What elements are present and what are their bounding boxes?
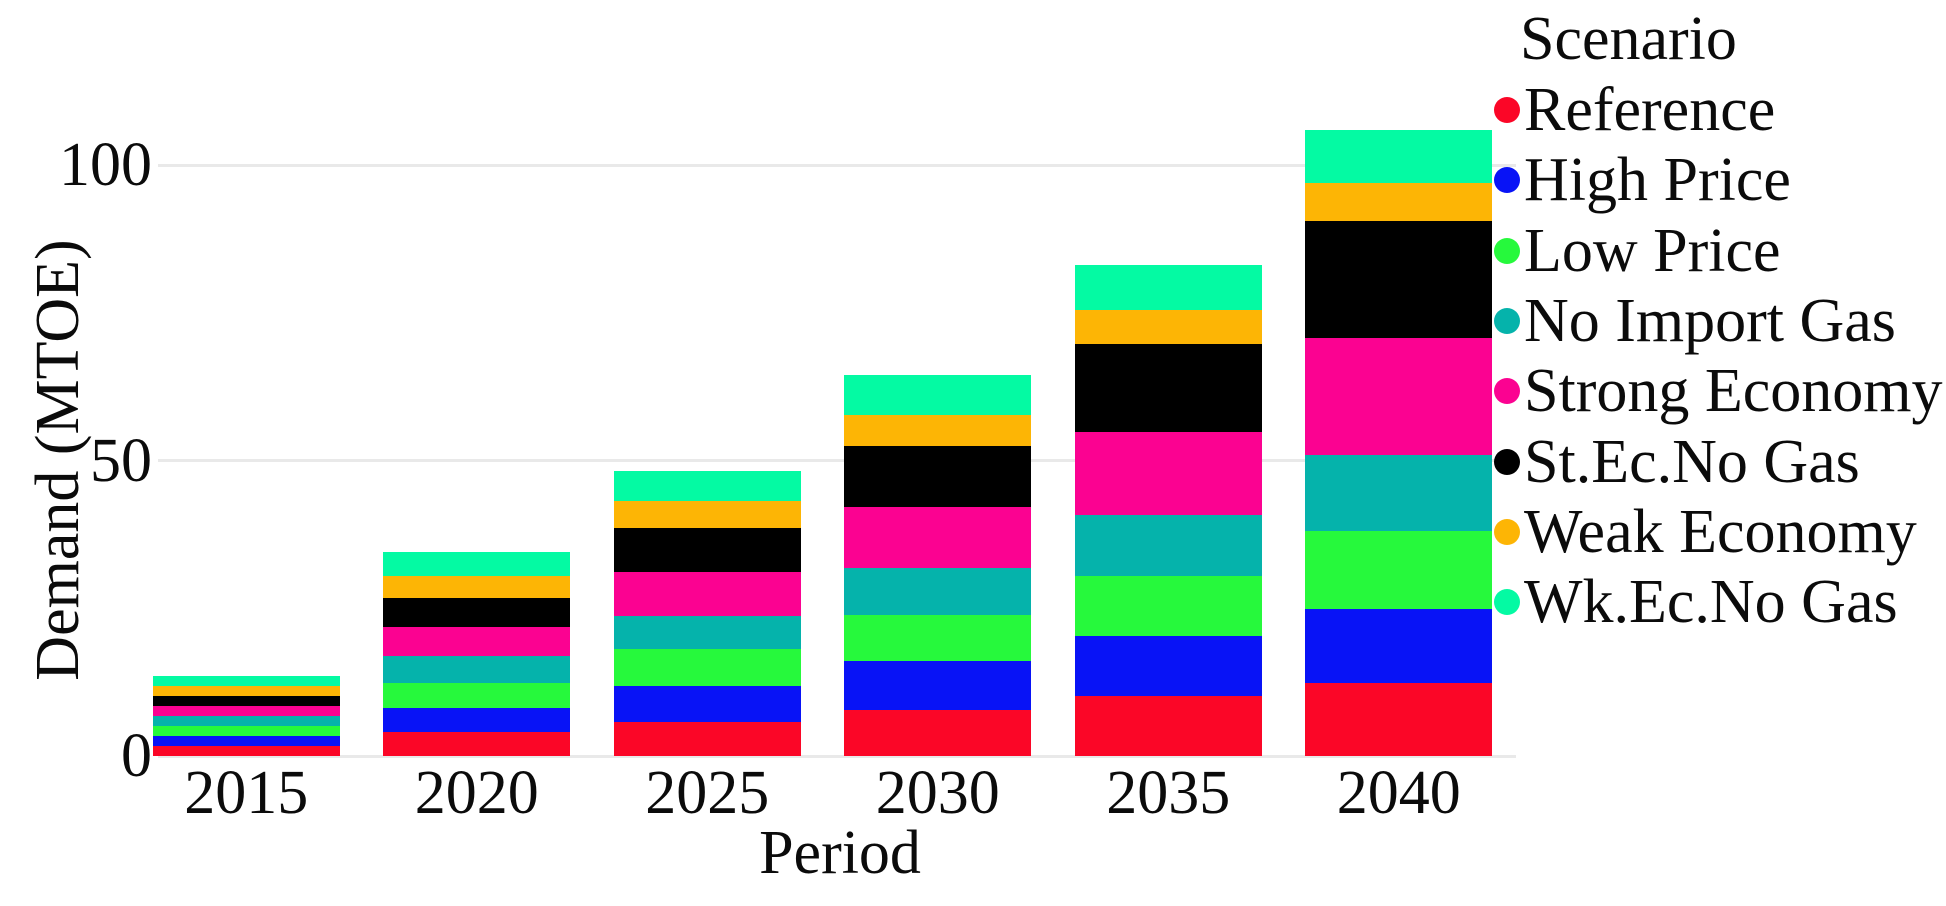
y-tick-label-0: 0 [121,722,152,790]
bar-segment-strong-economy-2020 [383,627,571,656]
bar-segment-weak-economy-2030 [844,414,1032,446]
legend-dot-weak-economy [1494,518,1520,545]
bar-segment-st-ec-no-gas-2020 [383,598,571,628]
bar-segment-reference-2030 [844,709,1032,756]
legend-dot-high-price [1494,167,1520,194]
legend-item-label-weak-economy: Weak Economy [1524,497,1917,566]
bar-segment-st-ec-no-gas-2035 [1074,344,1262,433]
legend-item-label-low-price: Low Price [1524,216,1781,285]
bar-segment-st-ec-no-gas-2030 [844,445,1032,508]
bar-segment-wk-ec-no-gas-2025 [613,470,801,502]
legend-item-label-reference: Reference [1524,76,1776,144]
bar-segment-high-price-2030 [844,661,1032,710]
bar-segment-no-import-gas-2020 [383,655,571,683]
y-tick-label-50: 50 [90,426,152,495]
bar-segment-st-ec-no-gas-2025 [613,528,801,572]
bar-segment-wk-ec-no-gas-2040 [1305,130,1493,183]
bar-segment-low-price-2025 [613,649,801,686]
y-axis-title: Demand (MTOE) [24,239,92,681]
legend-item-label-st-ec-no-gas: St.Ec.No Gas [1524,427,1860,496]
bar-segment-st-ec-no-gas-2015 [152,695,340,706]
bar-segment-low-price-2015 [152,725,340,736]
bar-segment-no-import-gas-2015 [152,715,340,726]
bar-segment-st-ec-no-gas-2040 [1305,220,1493,338]
bar-segment-no-import-gas-2040 [1305,455,1493,531]
bar-segment-no-import-gas-2035 [1074,515,1262,576]
bar-segment-wk-ec-no-gas-2015 [152,675,340,686]
x-tick-label-2015: 2015 [184,759,309,827]
x-tick-label-2025: 2025 [645,759,770,827]
legend-title: Scenario [1520,5,1737,73]
bar-segment-high-price-2040 [1305,608,1493,683]
gridline-y-50 [158,459,1516,462]
bar-segment-low-price-2035 [1074,575,1262,637]
legend-item-label-no-import-gas: No Import Gas [1524,286,1896,355]
bar-segment-no-import-gas-2030 [844,568,1032,615]
legend-dot-low-price [1494,237,1520,264]
bar-segment-reference-2025 [613,721,801,756]
bar-segment-weak-economy-2040 [1305,182,1493,221]
legend-dot-reference [1494,97,1520,123]
bar-segment-weak-economy-2025 [613,501,801,529]
bar-segment-strong-economy-2030 [844,507,1032,569]
legend-item-label-high-price: High Price [1524,146,1791,215]
bar-segment-high-price-2035 [1074,636,1262,697]
bar-segment-high-price-2015 [152,735,340,746]
x-axis-title: Period [759,819,921,887]
bar-segment-reference-2040 [1305,682,1493,756]
bar-segment-strong-economy-2025 [613,571,801,616]
bar-segment-low-price-2030 [844,614,1032,662]
x-tick-label-2040: 2040 [1336,759,1461,827]
bar-segment-no-import-gas-2025 [613,615,801,650]
bar-segment-reference-2015 [152,745,340,756]
legend-item-label-wk-ec-no-gas: Wk.Ec.No Gas [1524,568,1898,637]
legend-dot-no-import-gas [1494,307,1520,334]
legend-item-label-strong-economy: Strong Economy [1524,357,1943,426]
bar-segment-strong-economy-2015 [152,705,340,716]
legend-dot-wk-ec-no-gas [1494,589,1520,616]
bar-segment-reference-2020 [383,731,571,756]
bar-segment-low-price-2020 [383,682,571,709]
bar-segment-strong-economy-2035 [1074,432,1262,516]
bar-segment-strong-economy-2040 [1305,337,1493,456]
bar-segment-high-price-2020 [383,708,571,732]
bar-segment-wk-ec-no-gas-2020 [383,552,571,577]
bar-segment-low-price-2040 [1305,530,1493,609]
bar-segment-weak-economy-2035 [1074,310,1262,345]
y-tick-label-100: 100 [59,131,152,199]
x-tick-label-2020: 2020 [414,759,539,827]
bar-segment-wk-ec-no-gas-2030 [844,374,1032,415]
bar-segment-reference-2035 [1074,696,1262,756]
gridline-y-100 [158,163,1516,167]
gridline-y-0 [158,754,1516,758]
bar-segment-weak-economy-2020 [383,576,571,599]
x-tick-label-2035: 2035 [1106,759,1231,827]
legend-dot-strong-economy [1494,378,1520,405]
x-tick-label-2030: 2030 [875,759,1000,827]
bar-segment-high-price-2025 [613,685,801,722]
bar-segment-weak-economy-2015 [152,685,340,696]
legend-dot-st-ec-no-gas [1494,448,1520,475]
bar-segment-wk-ec-no-gas-2035 [1074,265,1262,311]
